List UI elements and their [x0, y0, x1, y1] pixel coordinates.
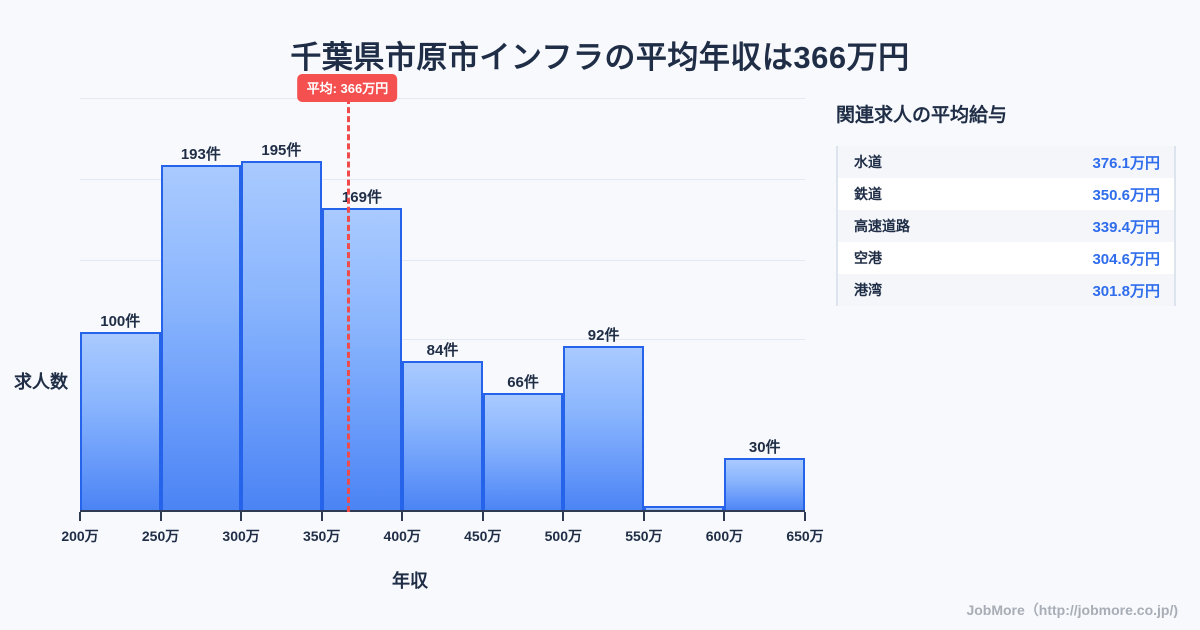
histogram-chart: 求人数 100件 193件 195件 169件 84件 66件 92件 30件 200万 250…: [0, 74, 824, 544]
x-tick: [79, 512, 81, 521]
table-row-name: 空港: [854, 250, 882, 266]
table-row[interactable]: 水道 376.1万円: [838, 146, 1174, 178]
average-badge: 平均: 366万円: [297, 74, 398, 102]
table-row-name: 鉄道: [854, 186, 882, 202]
footer-watermark: JobMore（http://jobmore.co.jp/): [966, 602, 1178, 618]
x-tick-label: 650万: [786, 528, 824, 544]
x-tick-label: 200万: [61, 528, 99, 544]
bar: [241, 161, 322, 512]
x-tick: [562, 512, 565, 521]
page-title: 千葉県市原市インフラの平均年収は366万円: [290, 40, 910, 75]
bar-value-label: 66件: [507, 374, 539, 392]
bar-value-label: 169件: [341, 188, 382, 206]
bar: [482, 393, 564, 512]
x-tick-label: 250万: [141, 528, 180, 544]
panel-title: 関連求人の平均給与: [836, 105, 1008, 126]
bar: [321, 207, 403, 512]
bar-value-label: 92件: [587, 327, 620, 345]
plot-area: 100件 193件 195件 169件 84件 66件 92件 30件 200万 250万 300…: [61, 74, 824, 544]
related-salary-table: 水道 376.1万円鉄道 350.6万円高速道路 339.4万円空港 304.6万円港湾…: [836, 146, 1176, 306]
x-tick: [320, 512, 323, 521]
x-tick: [481, 512, 484, 521]
x-tick: [804, 512, 806, 521]
x-axis-baseline: [80, 510, 805, 512]
bar: [80, 332, 161, 512]
x-tick-label: 400万: [383, 528, 421, 544]
table-row-value: 350.6万円: [1092, 186, 1160, 204]
gridline: [80, 339, 805, 341]
table-row[interactable]: 鉄道 350.6万円: [838, 178, 1174, 210]
x-tick: [723, 512, 726, 521]
x-axis-label: 年収: [392, 571, 428, 591]
x-tick-label: 450万: [464, 528, 502, 544]
bar-value-label: 84件: [426, 341, 459, 359]
table-row-value: 376.1万円: [1092, 154, 1160, 172]
bar: [402, 360, 483, 512]
table-row-value: 301.8万円: [1092, 282, 1160, 300]
table-row-name: 港湾: [854, 282, 882, 298]
table-row-value: 339.4万円: [1092, 218, 1160, 236]
x-tick: [240, 512, 243, 521]
x-tick: [159, 512, 162, 521]
x-tick-label: 500万: [544, 528, 583, 544]
gridline: [80, 260, 805, 261]
bar-series: 100件 193件 195件 169件 84件 66件 92件 30件: [80, 98, 805, 512]
average-line: [347, 98, 351, 512]
related-salary-panel: 関連求人の平均給与 水道 376.1万円鉄道 350.6万円高速道路 339.4万円空…: [836, 100, 1176, 306]
bar-value-label: 100件: [100, 313, 141, 330]
table-row[interactable]: 空港 304.6万円: [838, 242, 1174, 274]
x-tick-label: 350万: [302, 528, 341, 544]
table-row-name: 水道: [854, 154, 882, 170]
x-tick-label: 550万: [625, 528, 663, 544]
bar-value-label: 30件: [748, 439, 781, 456]
bar-value-label: 195件: [261, 142, 302, 159]
table-row-value: 304.6万円: [1092, 250, 1160, 268]
table-row[interactable]: 高速道路 339.4万円: [838, 210, 1174, 242]
table-row-name: 高速道路: [854, 218, 910, 234]
x-tick: [642, 512, 645, 521]
bar: [724, 458, 805, 512]
x-tick: [401, 512, 404, 521]
bar: [643, 506, 725, 512]
x-tick-label: 300万: [222, 528, 260, 544]
bar: [160, 164, 242, 512]
y-axis-label: 求人数: [14, 372, 68, 392]
bar: [563, 346, 644, 512]
bar-value-label: 193件: [180, 145, 221, 163]
x-tick-label: 600万: [705, 528, 744, 544]
gridline: [80, 98, 805, 99]
gridline: [80, 179, 805, 180]
table-row[interactable]: 港湾 301.8万円: [838, 274, 1174, 306]
